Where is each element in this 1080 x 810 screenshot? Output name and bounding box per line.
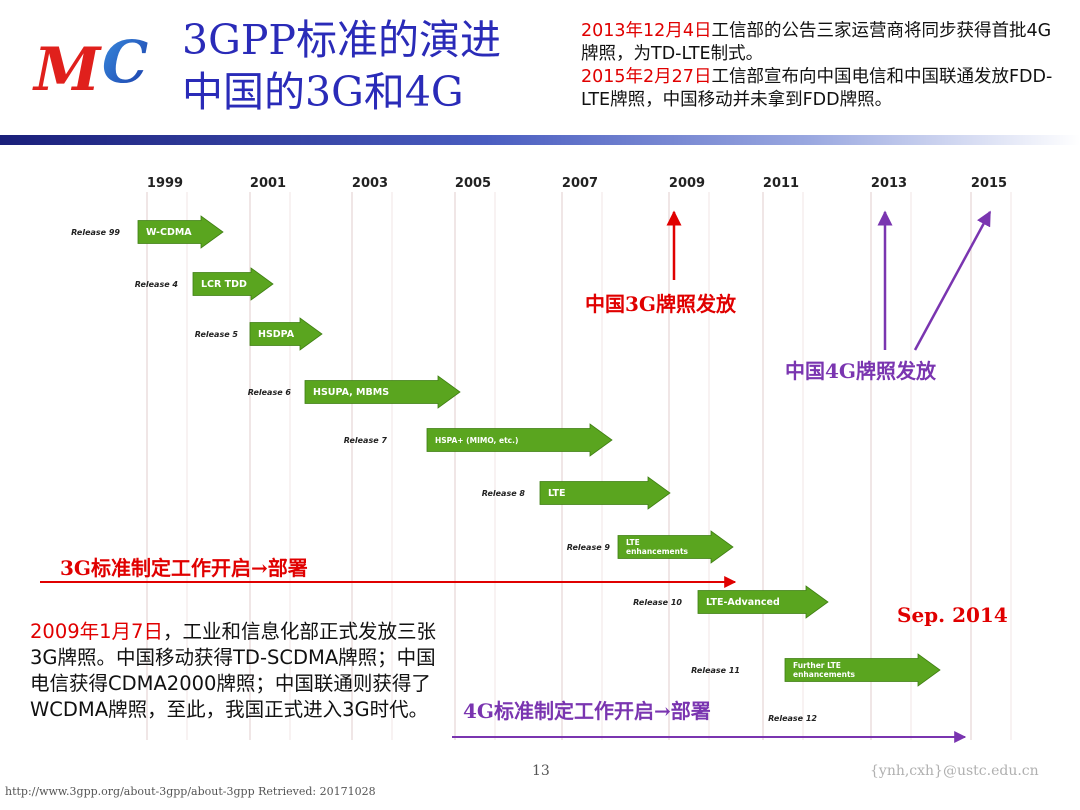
year-label-2013: 2013	[871, 176, 907, 191]
std-4g-label: 4G标准制定工作开启→部署	[463, 699, 711, 723]
release-tech-label: HSPA+ (MIMO, etc.)	[435, 436, 518, 445]
release-arrow	[539, 476, 671, 510]
year-label-2007: 2007	[562, 176, 598, 191]
release-tech-label: enhancements	[626, 547, 689, 556]
notice-2015: 2015年2月27日工信部宣布向中国电信和中国联通发放FDD-LTE牌照，中国移…	[581, 67, 1053, 110]
china-4g-license-label: 中国4G牌照发放	[785, 359, 936, 383]
source-url: http://www.3gpp.org/about-3gpp/about-3gp…	[5, 785, 376, 798]
year-label-1999: 1999	[147, 176, 183, 191]
release-tech-label: Further LTE	[793, 661, 841, 670]
release-tech-label: enhancements	[793, 670, 856, 679]
china-3g-license-label: 中国3G牌照发放	[585, 292, 736, 316]
year-label-2001: 2001	[250, 176, 286, 191]
year-label-2003: 2003	[352, 176, 388, 191]
release-label: Release 5	[195, 330, 239, 339]
china-4g-license-arrow-2015	[913, 210, 992, 351]
release-tech-label: LTE-Advanced	[706, 597, 780, 608]
mc-logo: M C	[32, 32, 148, 100]
release-label: Release 99	[71, 228, 120, 237]
page-number: 13	[532, 763, 550, 779]
release-tech-label: HSDPA	[258, 329, 295, 340]
release-timeline-diagram: 1999 2001 2003 2005 2007 2009 2011 2013 2015 Rel…	[40, 176, 1012, 743]
year-label-2005: 2005	[455, 176, 491, 191]
year-label-2011: 2011	[763, 176, 799, 191]
release-label: Release 4	[135, 280, 179, 289]
release-tech-label: LTE	[548, 488, 565, 499]
release-tech-label: LCR TDD	[201, 279, 247, 290]
release-label: Release 12	[768, 714, 817, 723]
china-3g-story: 2009年1月7日，工业和信息化部正式发放三张3G牌照。中国移动获得TD-SCD…	[30, 619, 440, 723]
title-line-1: 3GPP标准的演进	[182, 16, 502, 64]
release-label: Release 11	[691, 666, 740, 675]
page-title: 3GPP标准的演进 中国的3G和4G	[182, 14, 501, 118]
header-divider	[0, 135, 1080, 145]
story-text: ，工业和信息化部正式发放三张3G牌照。中国移动获得TD-SCDMA牌照；中国电信…	[30, 620, 436, 721]
sep-2014-label: Sep. 2014	[897, 603, 1008, 627]
year-label-2015: 2015	[971, 176, 1007, 191]
release-arrow	[426, 423, 613, 457]
release-arrow	[697, 585, 829, 619]
author-email: {ynh,cxh}@ustc.edu.cn	[870, 763, 1039, 779]
year-labels: 1999 2001 2003 2005 2007 2009 2011 2013 2015	[147, 176, 1007, 191]
release-arrow	[304, 375, 461, 409]
notice-2013: 2013年12月4日工信部的公告三家运营商将同步获得首批4G牌照，为TD-LTE…	[581, 21, 1052, 64]
release-arrow	[784, 653, 941, 687]
release-tech-label: HSUPA, MBMS	[313, 387, 389, 398]
story-date: 2009年1月7日	[30, 620, 163, 643]
release-label: Release 9	[567, 543, 611, 552]
release-label: Release 8	[482, 489, 526, 498]
release-rows: Release 99 W-CDMA Release 4 LCR TDD Release …	[71, 215, 941, 723]
title-line-2: 中国的3G和4G	[182, 68, 464, 116]
logo-letter-m: M	[32, 35, 102, 100]
release-arrow	[192, 267, 274, 301]
std-3g-label: 3G标准制定工作开启→部署	[60, 556, 308, 580]
release-tech-label: LTE	[626, 538, 640, 547]
release-tech-label: W-CDMA	[146, 227, 192, 238]
logo-letter-c: C	[102, 32, 148, 96]
release-label: Release 10	[633, 598, 682, 607]
year-label-2009: 2009	[669, 176, 705, 191]
license-notice: 2013年12月4日工信部的公告三家运营商将同步获得首批4G牌照，为TD-LTE…	[581, 20, 1061, 112]
release-arrow	[617, 530, 734, 564]
release-arrow	[137, 215, 224, 249]
year-gridlines	[146, 192, 1012, 740]
release-label: Release 7	[344, 436, 388, 445]
release-label: Release 6	[248, 388, 292, 397]
release-arrow	[249, 317, 323, 351]
